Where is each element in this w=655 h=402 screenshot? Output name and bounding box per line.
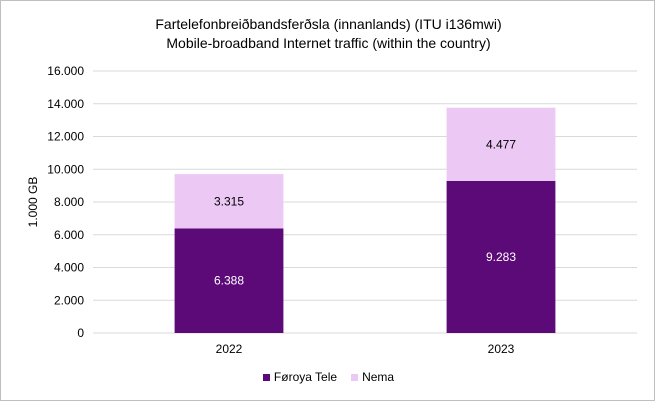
y-tick-label: 6.000	[54, 228, 84, 242]
bar-segment	[174, 174, 284, 229]
bar-segment	[174, 228, 284, 333]
x-tick-labels: 2022 2023	[216, 342, 515, 356]
data-label: 9.283	[486, 250, 516, 264]
bars	[174, 107, 556, 333]
data-labels: 6.388 3.315 9.283 4.477	[214, 137, 516, 287]
y-tick-label: 14.000	[47, 97, 84, 111]
bar-segment	[446, 180, 556, 333]
y-tick-label: 8.000	[54, 195, 84, 209]
chart-title-line-1: Fartelefonbreiðbandsferðsla (innanlands)…	[155, 16, 502, 32]
x-tick-label: 2022	[216, 342, 243, 356]
bar-segment	[446, 107, 556, 181]
y-tick-label: 10.000	[47, 162, 84, 176]
y-axis-label: 1.000 GB	[26, 177, 40, 228]
x-tick-label: 2023	[488, 342, 515, 356]
data-label: 6.388	[214, 274, 244, 288]
y-tick-labels: 0 2.000 4.000 6.000 8.000 10.000 12.000 14.000 1…	[47, 64, 84, 340]
legend-label-nema: Nema	[362, 370, 395, 384]
y-tick-label: 12.000	[47, 130, 84, 144]
y-tick-label: 0	[77, 326, 84, 340]
legend-swatch-foroya-tele	[262, 373, 270, 381]
legend-label-foroya-tele: Føroya Tele	[273, 370, 338, 384]
chart-title-line-2: Mobile-broadband Internet traffic (withi…	[166, 35, 491, 51]
y-tick-label: 2.000	[54, 293, 84, 307]
legend-item-foroya-tele: Føroya Tele	[262, 370, 338, 384]
legend-item-nema: Nema	[351, 370, 394, 384]
data-label: 3.315	[214, 194, 244, 208]
data-label: 4.477	[486, 137, 516, 151]
legend-swatch-nema	[351, 373, 359, 381]
chart-title: Fartelefonbreiðbandsferðsla (innanlands)…	[1, 15, 655, 53]
y-tick-label: 16.000	[47, 64, 84, 78]
y-tick-label: 4.000	[54, 261, 84, 275]
legend: Føroya Tele Nema	[1, 370, 655, 384]
